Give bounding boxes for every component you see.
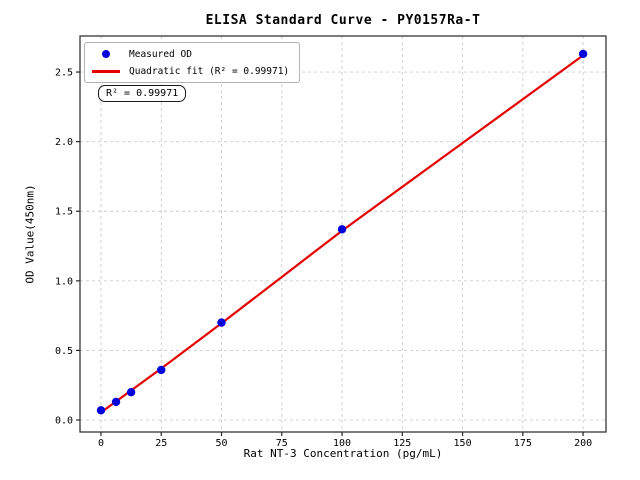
x-tick-label: 25 [155, 438, 167, 449]
y-tick-label: 1.5 [55, 207, 73, 218]
y-tick-label: 0.5 [55, 346, 73, 357]
x-tick-label: 0 [98, 438, 104, 449]
chart-title: ELISA Standard Curve - PY0157Ra-T [205, 13, 481, 28]
x-tick-label: 75 [276, 438, 288, 449]
y-tick-label: 1.0 [55, 276, 73, 287]
legend-item-measured-od: Measured OD [91, 47, 289, 61]
fit-line [100, 54, 584, 414]
data-point [96, 406, 106, 415]
x-tick-label: 50 [215, 438, 227, 449]
x-tick-label: 100 [333, 438, 351, 449]
legend-marker-dot-icon [91, 50, 121, 58]
legend: Measured OD Quadratic fit (R² = 0.99971) [84, 42, 301, 83]
x-tick-label: 125 [393, 438, 411, 449]
data-point [111, 397, 121, 407]
legend-label: Quadratic fit (R² = 0.99971) [129, 65, 290, 77]
legend-label: Measured OD [129, 48, 192, 60]
y-axis-title: OD Value(450nm) [23, 184, 37, 284]
data-point [578, 49, 588, 59]
y-tick-label: 2.5 [55, 68, 73, 79]
data-point [126, 387, 136, 397]
plot-border [79, 35, 607, 433]
x-tick-label: 175 [514, 438, 532, 449]
legend-marker-line-icon [91, 69, 121, 73]
data-point [337, 225, 347, 234]
data-point [157, 365, 166, 375]
r2-annotation: R² = 0.99971 [98, 85, 187, 102]
data-point [217, 318, 226, 327]
x-tick-label: 200 [574, 438, 592, 449]
x-tick-label: 150 [454, 438, 472, 449]
x-axis-title: Rat NT-3 Concentration (pg/mL) [243, 447, 443, 460]
y-tick-label: 2.0 [55, 137, 73, 148]
y-tick-label: 0.0 [55, 416, 73, 427]
legend-item-quadratic-fit: Quadratic fit (R² = 0.99971) [91, 64, 289, 78]
